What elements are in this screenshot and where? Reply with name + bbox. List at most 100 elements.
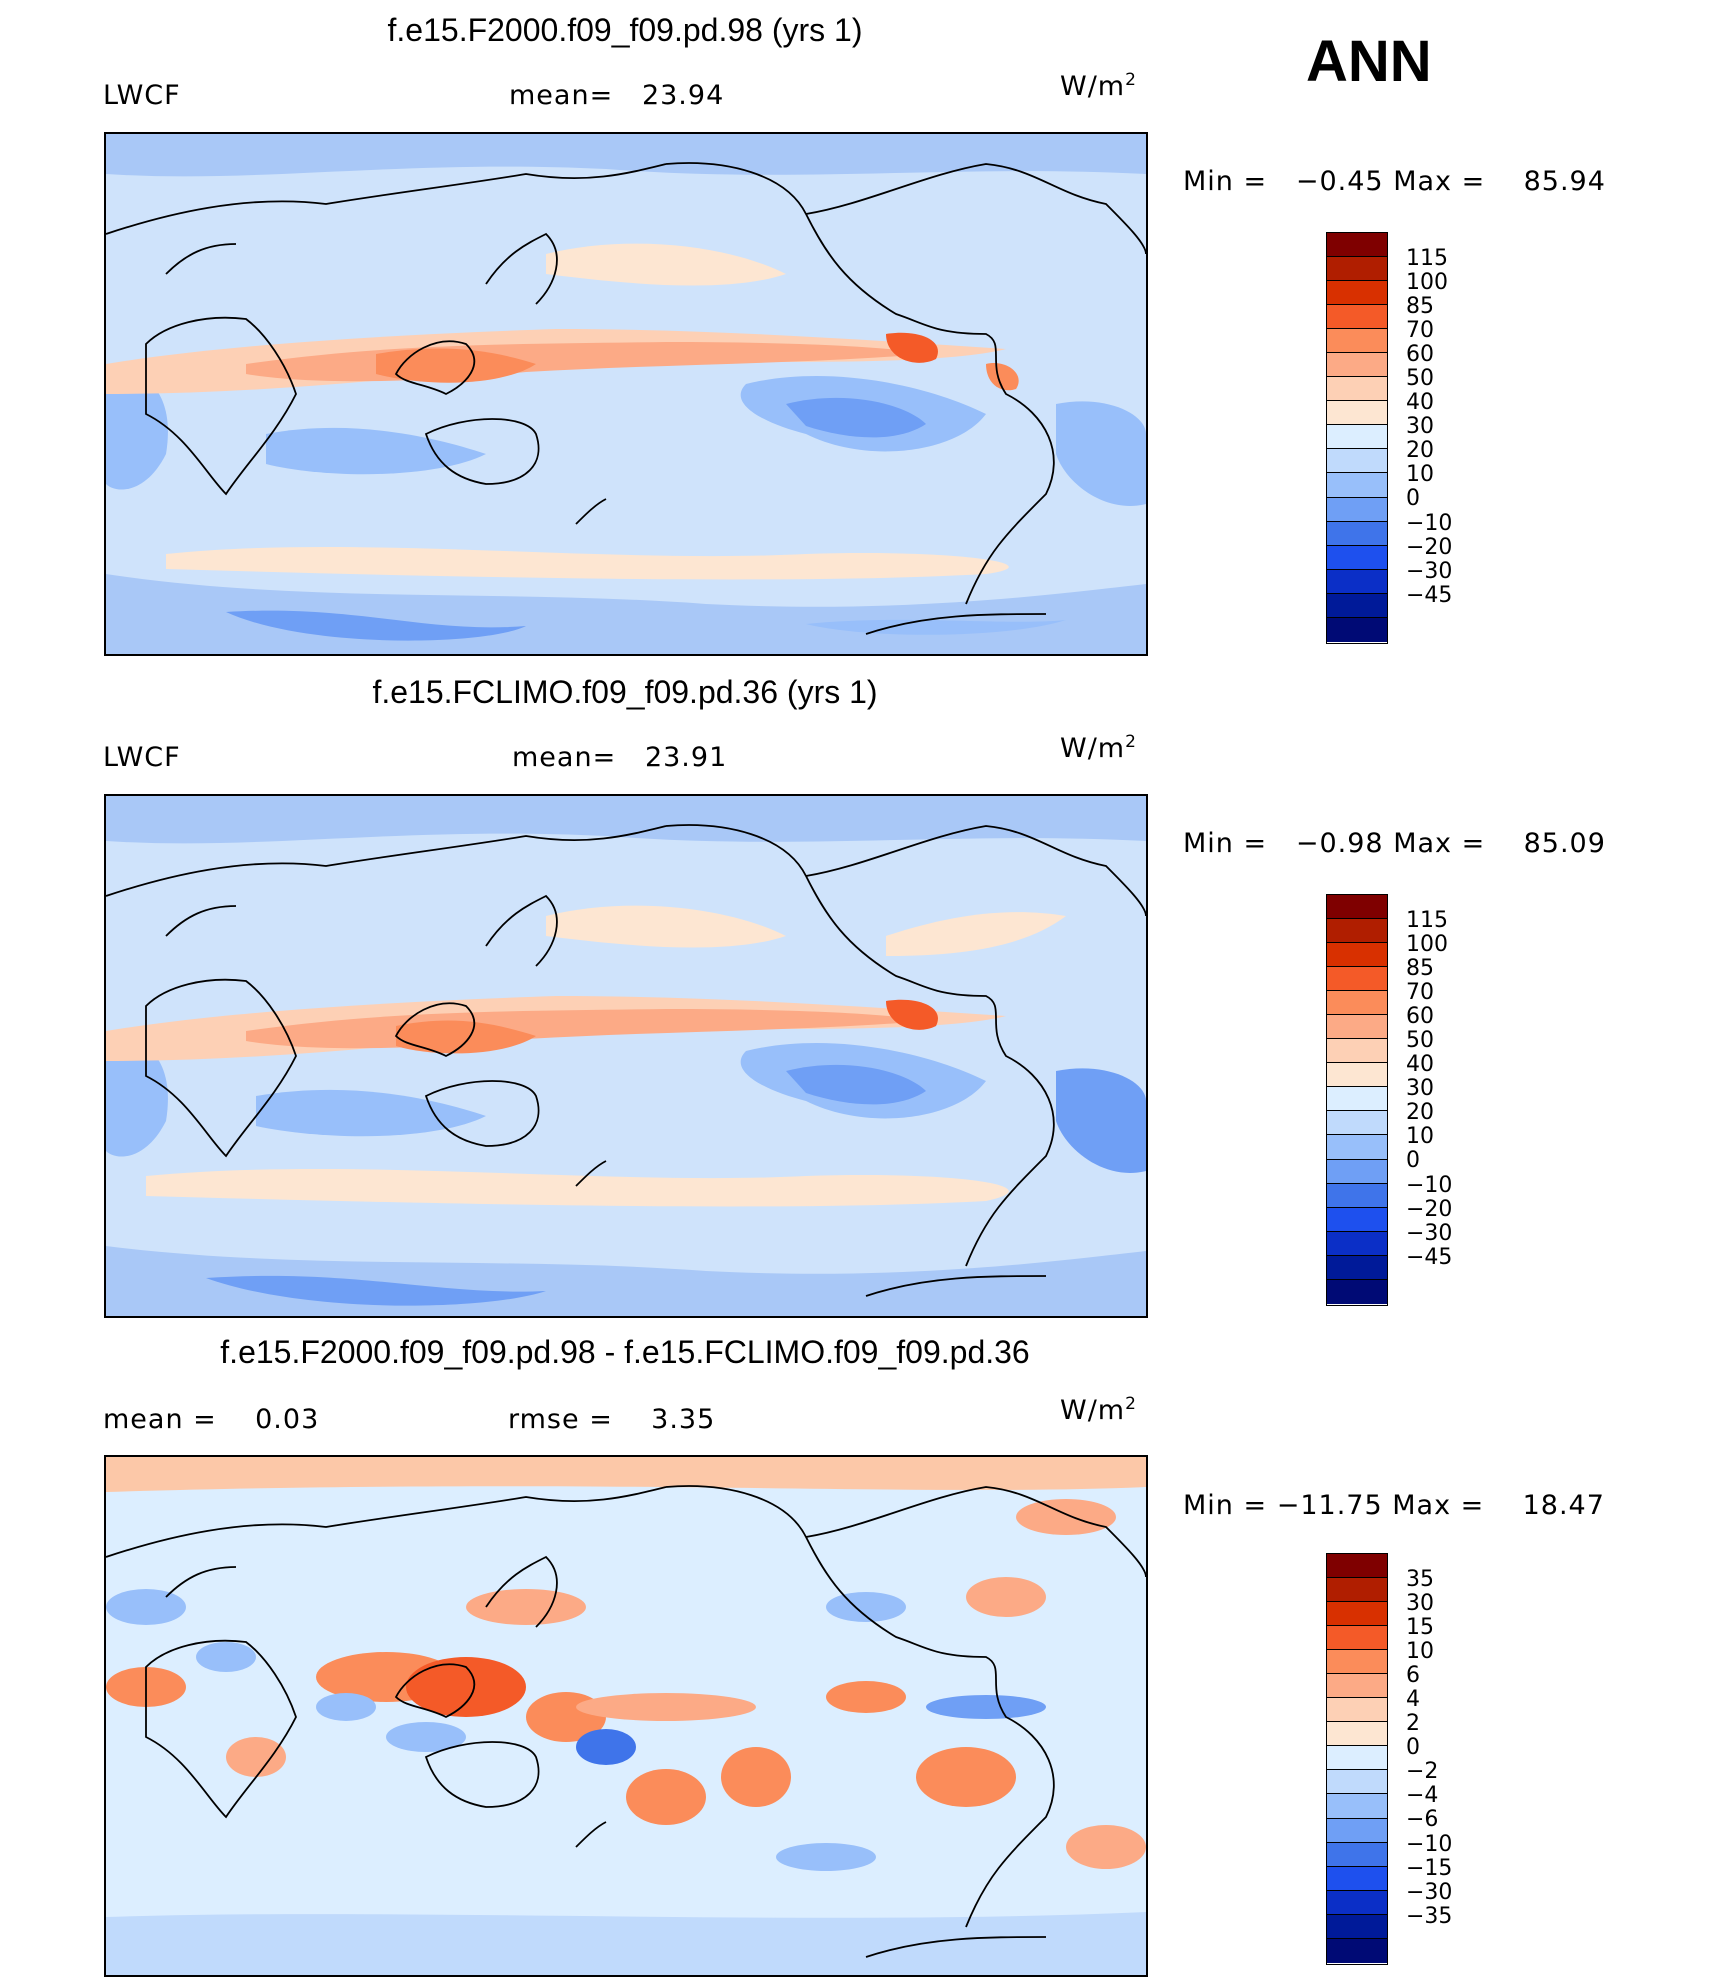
colorbar-tick-label: 70 [1406, 318, 1434, 344]
panel-3-mean-value: 0.03 [255, 1404, 320, 1435]
colorbar-swatch [1327, 521, 1387, 546]
colorbar-tick-label: 70 [1406, 980, 1434, 1006]
colorbar-tick-label: 50 [1406, 1028, 1434, 1054]
panel-1-minmax: Min = −0.45 Max = 85.94 [1183, 166, 1606, 197]
colorbar-swatch [1327, 1650, 1387, 1675]
panel-2-title: f.e15.FCLIMO.f09_f09.pd.36 (yrs 1) [372, 674, 878, 710]
panel-1-title: f.e15.F2000.f09_f09.pd.98 (yrs 1) [387, 12, 863, 48]
colorbar-swatch [1327, 1722, 1387, 1747]
colorbar-swatch [1327, 449, 1387, 474]
colorbar-tick-label: −6 [1406, 1807, 1439, 1833]
colorbar-swatch [1327, 1746, 1387, 1771]
panel-2-mean-value: 23.91 [644, 742, 728, 773]
colorbar-swatch [1327, 991, 1387, 1016]
colorbar-swatch [1327, 1063, 1387, 1088]
panel-2-variable-label: LWCF [103, 742, 181, 773]
panel-1-variable-label: LWCF [103, 80, 181, 111]
colorbar-tick-label: 10 [1406, 1124, 1434, 1150]
colorbar-swatch [1327, 281, 1387, 306]
colorbar-tick-label: −45 [1406, 1244, 1453, 1270]
panel-1-colorbar [1326, 232, 1388, 644]
colorbar-tick-label: 85 [1406, 294, 1434, 320]
colorbar-tick-label: 115 [1406, 908, 1448, 933]
colorbar-tick-label: 85 [1406, 956, 1434, 982]
colorbar-swatch [1327, 1938, 1387, 1963]
colorbar-swatch [1327, 1626, 1387, 1651]
colorbar-tick-label: 20 [1406, 438, 1434, 464]
colorbar-swatch [1327, 919, 1387, 944]
colorbar-tick-label: 20 [1406, 1100, 1434, 1126]
season-label: ANN [1306, 29, 1432, 94]
panel-3-colorbar [1326, 1553, 1388, 1965]
colorbar-tick-label: 0 [1406, 1148, 1420, 1174]
colorbar-tick-label: 6 [1406, 1663, 1420, 1689]
colorbar-swatch [1327, 545, 1387, 570]
colorbar-swatch [1327, 1159, 1387, 1184]
colorbar-tick-label: 40 [1406, 1052, 1434, 1078]
colorbar-tick-label: −20 [1406, 1196, 1453, 1222]
panel-3-minmax: Min = −11.75 Max = 18.47 [1183, 1490, 1605, 1521]
panel-1-map [104, 132, 1148, 656]
colorbar-swatch [1327, 1255, 1387, 1280]
colorbar-swatch [1327, 1279, 1387, 1304]
colorbar-swatch [1327, 1674, 1387, 1699]
colorbar-tick-label: 100 [1406, 270, 1448, 296]
panel-3-rmse-label: rmse = 3.35 [508, 1404, 716, 1435]
colorbar-tick-label: 60 [1406, 342, 1434, 368]
colorbar-swatch [1327, 1866, 1387, 1891]
colorbar-swatch [1327, 1554, 1387, 1579]
colorbar-swatch [1327, 1111, 1387, 1136]
colorbar-tick-label: 115 [1406, 246, 1448, 271]
colorbar-tick-label: −15 [1406, 1855, 1453, 1881]
colorbar-swatch [1327, 943, 1387, 968]
colorbar-tick-label: 100 [1406, 932, 1448, 958]
colorbar-swatch [1327, 967, 1387, 992]
panel-3-colorbar-ticks: 35 30 15 10 6 4 2 0 −2 −4 −6 −10 −15 −30 −35 [1406, 1567, 1453, 1929]
colorbar-swatch [1327, 1794, 1387, 1819]
colorbar-tick-label: −30 [1406, 1879, 1453, 1905]
colorbar-swatch [1327, 1135, 1387, 1160]
panel-3-units: W/m2 [1060, 1394, 1137, 1426]
colorbar-swatch [1327, 895, 1387, 920]
colorbar-swatch [1327, 593, 1387, 618]
panel-3-rmse-value: 3.35 [651, 1404, 716, 1435]
colorbar-tick-label: −4 [1406, 1783, 1439, 1809]
colorbar-swatch [1327, 473, 1387, 498]
panel-1-mean-label: mean= 23.94 [509, 80, 725, 111]
colorbar-swatch [1327, 377, 1387, 402]
colorbar-swatch [1327, 1231, 1387, 1256]
colorbar-swatch [1327, 1015, 1387, 1040]
panel-2-colorbar [1326, 894, 1388, 1306]
colorbar-swatch [1327, 1207, 1387, 1232]
colorbar-tick-label: 4 [1406, 1687, 1420, 1713]
colorbar-swatch [1327, 1039, 1387, 1064]
panel-1-colorbar-ticks: 115 100 85 70 60 50 40 30 20 10 0 −10 −20 −30 −45 [1406, 246, 1453, 608]
colorbar-swatch [1327, 1818, 1387, 1843]
panel-2-units: W/m2 [1060, 732, 1137, 764]
panel-3-map [104, 1455, 1148, 1977]
colorbar-tick-label: 50 [1406, 366, 1434, 392]
panel-2-map [104, 794, 1148, 1318]
colorbar-tick-label: 2 [1406, 1711, 1420, 1737]
colorbar-swatch [1327, 1842, 1387, 1867]
colorbar-tick-label: 30 [1406, 1591, 1434, 1617]
colorbar-tick-label: −30 [1406, 558, 1453, 584]
panel-2-colorbar-ticks: 115 100 85 70 60 50 40 30 20 10 0 −10 −20 −30 −45 [1406, 908, 1453, 1270]
colorbar-swatch [1327, 1698, 1387, 1723]
panel-3-mean-label: mean = 0.03 [103, 1404, 320, 1435]
colorbar-tick-label: 30 [1406, 414, 1434, 440]
colorbar-tick-label: 35 [1406, 1567, 1434, 1592]
colorbar-swatch [1327, 1602, 1387, 1627]
colorbar-swatch [1327, 305, 1387, 330]
colorbar-swatch [1327, 1914, 1387, 1939]
colorbar-swatch [1327, 569, 1387, 594]
colorbar-swatch [1327, 617, 1387, 642]
colorbar-tick-label: 60 [1406, 1004, 1434, 1030]
colorbar-tick-label: 10 [1406, 462, 1434, 488]
colorbar-swatch [1327, 1890, 1387, 1915]
panel-1-mean-value: 23.94 [641, 80, 725, 111]
colorbar-swatch [1327, 1770, 1387, 1795]
panel-2-minmax: Min = −0.98 Max = 85.09 [1183, 828, 1606, 859]
colorbar-tick-label: 10 [1406, 1639, 1434, 1665]
colorbar-tick-label: −35 [1406, 1903, 1453, 1929]
